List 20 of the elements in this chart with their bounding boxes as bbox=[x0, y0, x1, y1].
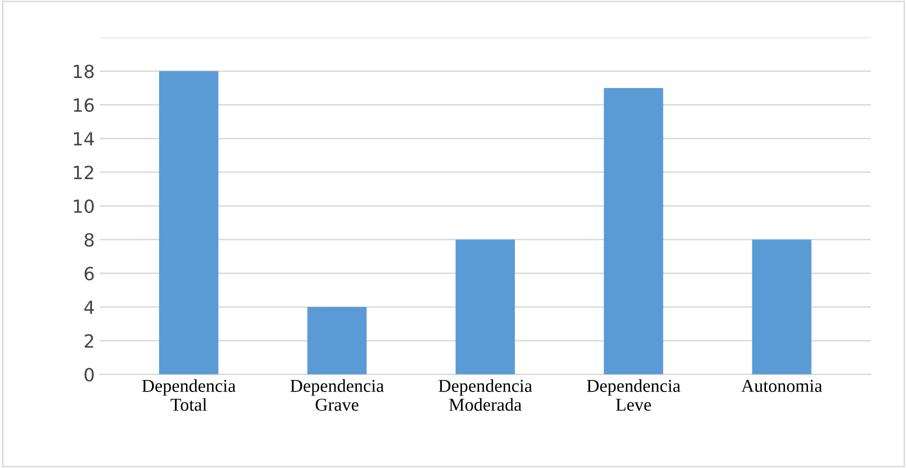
y-tick-label: 2 bbox=[84, 334, 94, 348]
y-tick-label: 4 bbox=[84, 300, 94, 314]
y-tick-label: 0 bbox=[84, 368, 94, 382]
y-tick-label: 6 bbox=[84, 266, 94, 280]
y-tick-label: 18 bbox=[74, 64, 94, 78]
bar bbox=[456, 240, 515, 374]
y-tick-label: 12 bbox=[74, 166, 94, 180]
x-tick-label: Dependencia Moderada bbox=[438, 379, 532, 411]
x-tick-label: Dependencia Total bbox=[142, 379, 236, 411]
y-tick-label: 16 bbox=[74, 98, 94, 112]
bar bbox=[604, 88, 664, 374]
bar bbox=[752, 240, 812, 374]
y-tick-label: 10 bbox=[74, 199, 94, 214]
bar bbox=[159, 71, 218, 374]
y-tick-label: 8 bbox=[84, 233, 94, 247]
y-tick-label: 14 bbox=[74, 132, 94, 146]
x-tick-label: Dependencia Grave bbox=[290, 379, 384, 411]
x-tick-label: Dependencia Leve bbox=[586, 379, 680, 411]
bar bbox=[307, 307, 367, 374]
x-tick-label: Autonomia bbox=[741, 380, 822, 392]
